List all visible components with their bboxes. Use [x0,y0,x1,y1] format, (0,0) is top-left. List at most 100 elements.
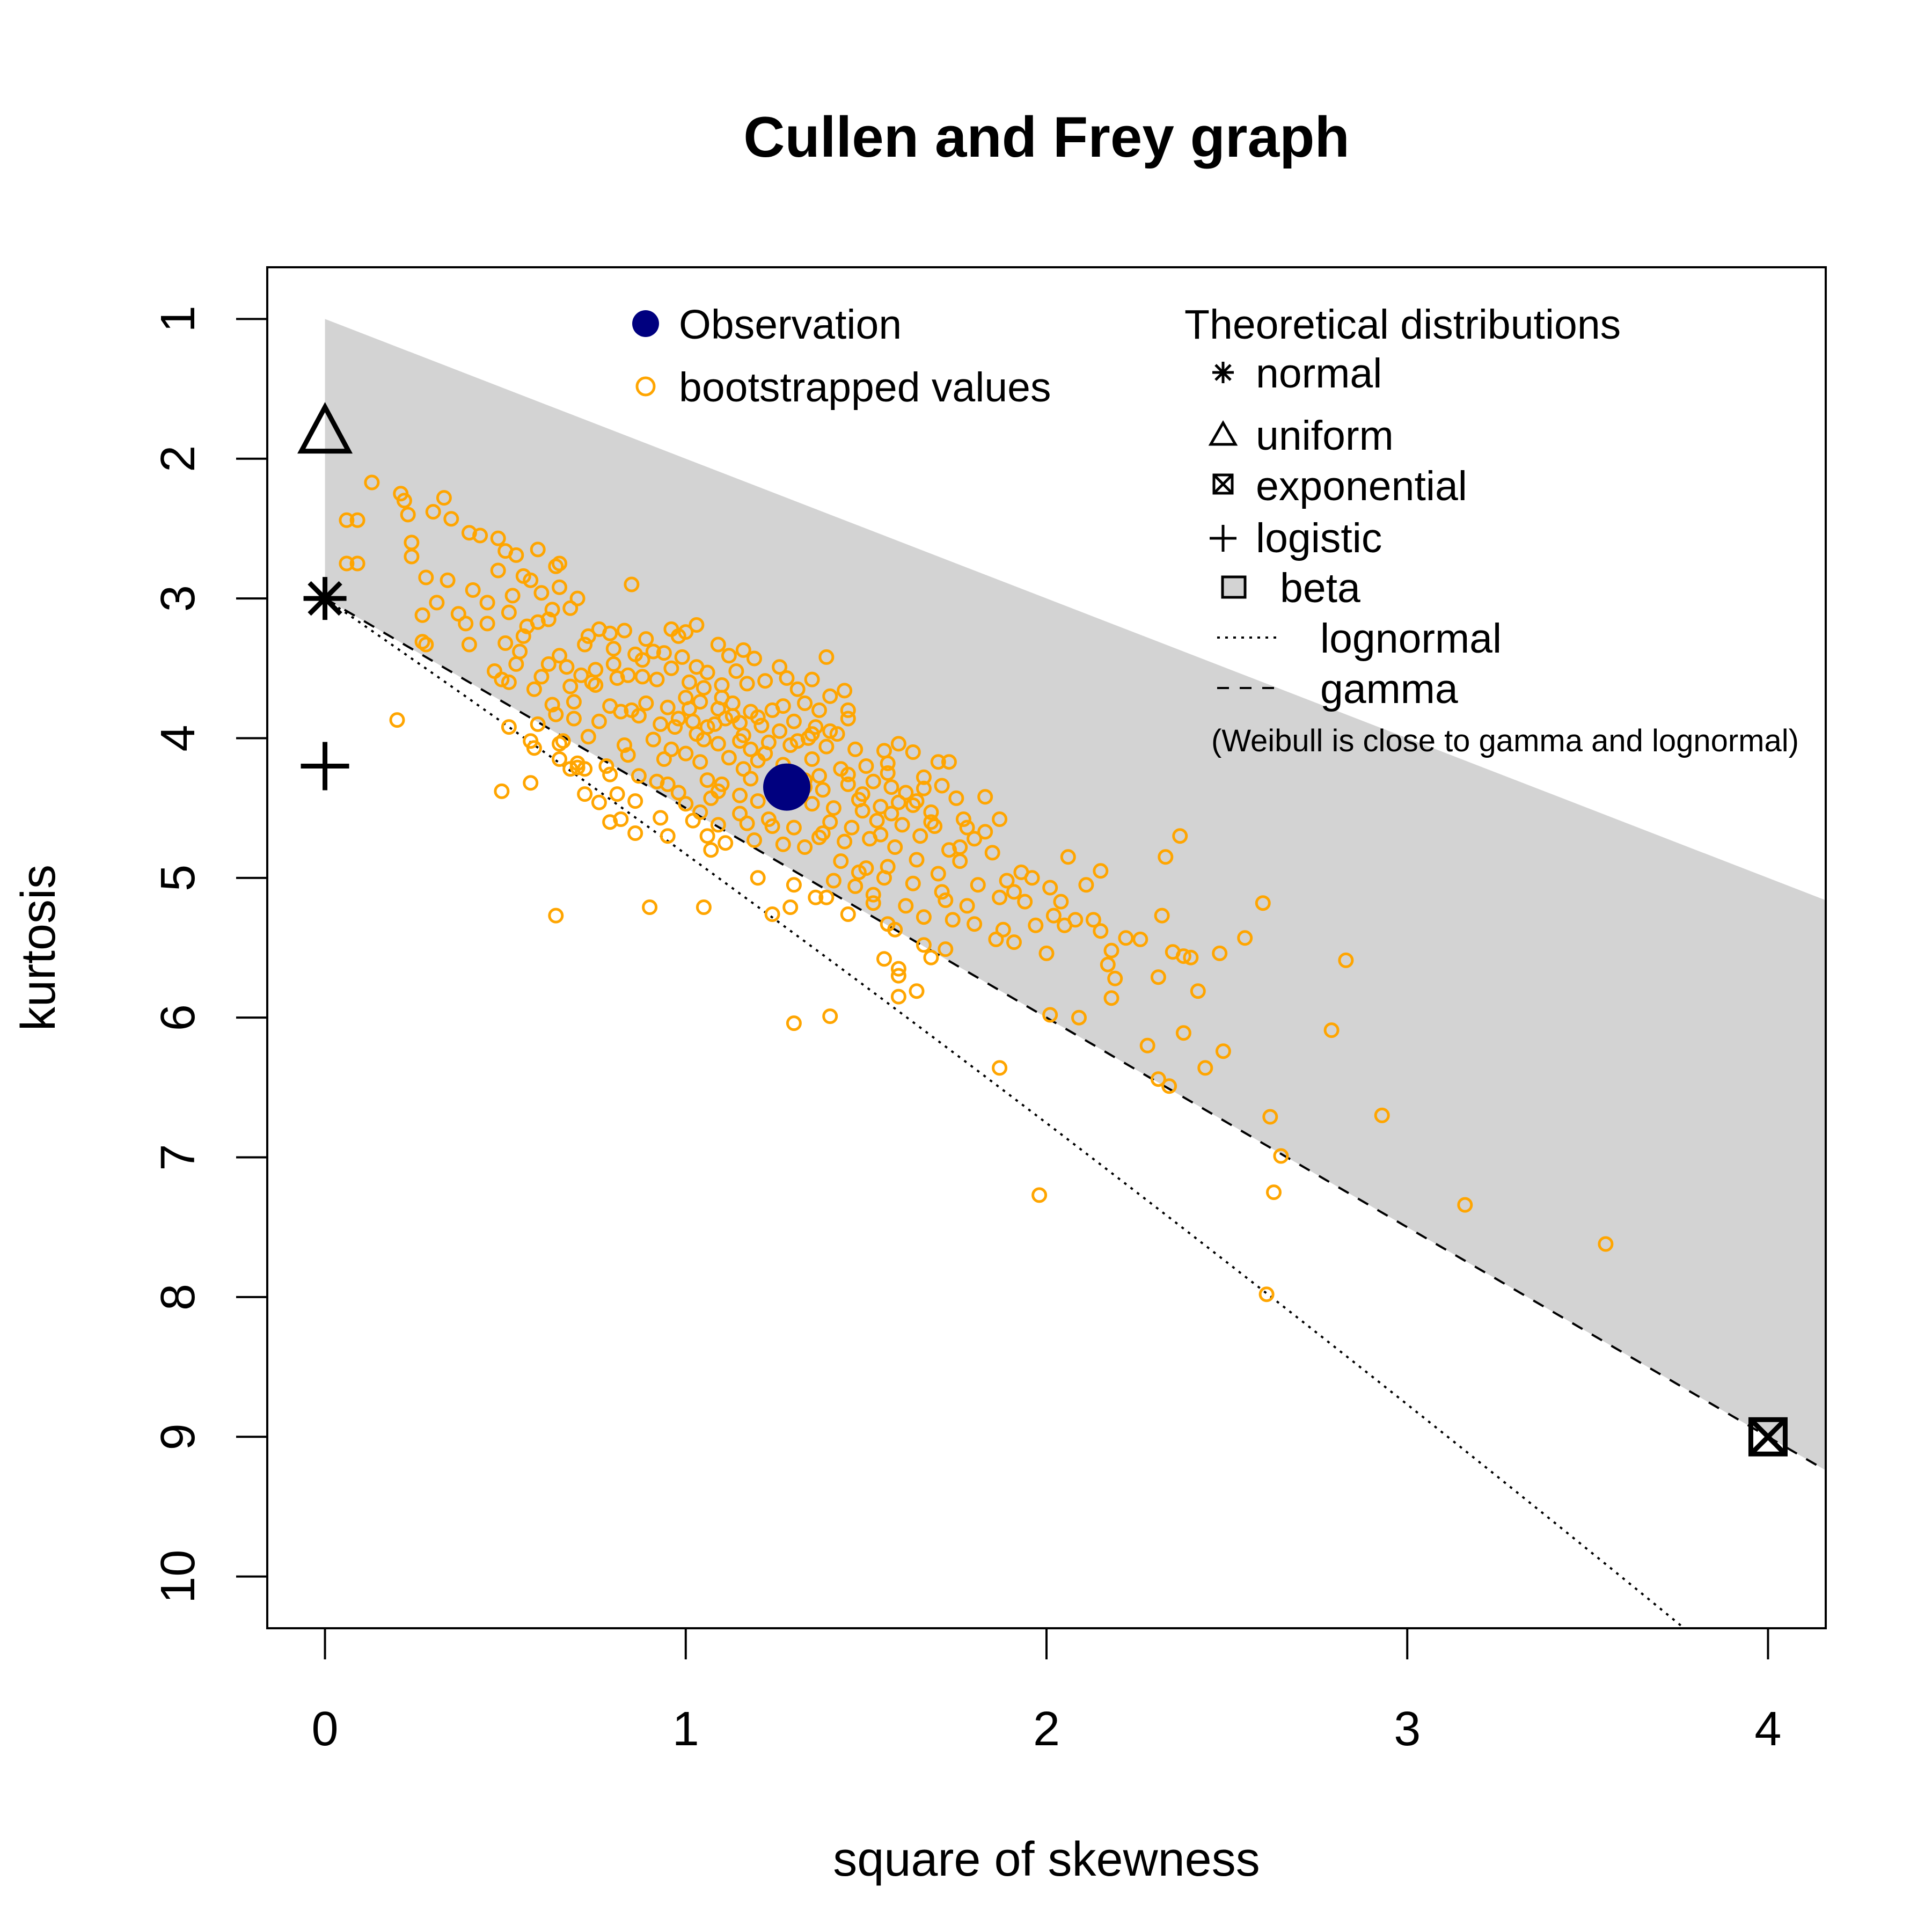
legend-lognormal-label: lognormal [1320,616,1502,662]
bootstrap-point [577,636,593,653]
bootstrap-point [1273,1148,1289,1164]
bootstrap-point [772,723,788,739]
bootstrap-point [948,790,964,806]
bootstrap-point [967,916,983,932]
bootstrap-point [580,628,596,644]
bootstrap-point [764,818,780,834]
bootstrap-point [952,839,968,855]
bootstrap-point [566,711,582,727]
bootstrap-point [573,667,589,683]
legend-uniform-label: uniform [1256,413,1394,459]
bootstrap-point [818,649,835,665]
triangle-icon [1208,420,1238,446]
bootstrap-point [811,829,827,845]
bootstrap-point [1255,895,1271,911]
bootstrap-point [905,875,921,891]
bootstrap-point [692,694,708,710]
legend-observation-label: Observation [679,302,902,348]
gamma-line [324,597,1826,1472]
bootstrap-point [591,713,607,729]
bootstrap-point [710,783,726,799]
bootstrap-point [678,796,694,812]
bootstrap-point [559,659,575,675]
bootstrap-point [682,674,697,690]
bootstrap-point [627,825,643,841]
bootstrap-point [490,530,506,546]
bootstrap-point [890,794,906,810]
bootstrap-point [764,702,780,718]
bootstrap-point [1060,849,1076,865]
bootstrap-point [1057,917,1073,933]
bootstrap-point [938,892,954,908]
beta-swatch-icon [1221,575,1247,599]
legend-beta-label: beta [1280,565,1360,611]
plot-area [297,319,1826,1628]
bootstrap-point [1006,884,1022,900]
bootstrap-point [890,961,906,977]
bootstrap-point [890,968,906,984]
bootstrap-point [1323,1022,1340,1038]
bootstrap-point [461,636,477,653]
bootstrap-points [339,474,1614,1302]
bootstrap-point [732,733,748,749]
x-tick-label: 1 [672,1702,699,1756]
bootstrap-point [930,866,946,882]
bootstrap-point [721,750,737,766]
bootstrap-point [577,786,593,802]
bootstrap-point [873,826,889,843]
bootstrap-point [757,673,773,689]
bootstrap-point [967,831,983,847]
bootstrap-point [829,726,845,742]
bootstrap-point [750,709,766,725]
y-tick-label: 4 [151,724,205,751]
bootstrap-point [916,937,932,953]
bootstrap-point [804,671,820,687]
bootstrap-point [714,690,730,706]
bootstrap-point [1132,931,1148,947]
bootstrap-point [999,873,1015,889]
bootstrap-point [425,504,441,520]
bootstrap-point [710,636,726,653]
bootstrap-point [1183,949,1199,965]
legend-theoretical: Theoretical distributions normal uniform… [1184,302,1799,758]
exponential-marker [1748,1417,1788,1457]
bootstrap-point [670,711,686,727]
y-tick-label: 2 [151,445,205,472]
bootstrap-point [591,794,607,810]
bootstrap-point [1175,948,1191,964]
y-axis: 1 2 3 4 5 6 7 8 9 10 [151,305,268,1604]
bootstrap-point [822,1008,838,1024]
bootstrap-point [613,811,629,827]
bootstrap-point [609,786,625,802]
bootstrap-point [992,811,1008,827]
bootstrap-point [959,898,975,914]
bootstrap-point [617,737,632,753]
bootstrap-point [414,607,430,623]
bootstrap-point [854,803,870,819]
bootstrap-point [1017,894,1033,910]
bootstrap-point [638,631,654,647]
bootstrap-point [970,877,986,893]
bootstrap-point [523,775,539,791]
bootstrap-point [548,706,564,722]
bootstrap-point [984,845,1000,861]
bootstrap-point [887,921,903,938]
bootstrap-point [786,1015,802,1031]
bootstrap-point [905,797,921,813]
bootstrap-point [840,711,856,727]
bootstrap-point [750,793,766,809]
bootstrap-point [609,670,625,686]
bootstrap-point [540,656,557,672]
bootstrap-point [562,761,579,777]
bootstrap-point [508,547,524,563]
bootstrap-point [707,716,723,732]
bootstrap-point [811,702,827,718]
legend-gamma-label: gamma [1320,666,1458,712]
bootstrap-point [876,951,892,967]
bootstrap-point [660,699,676,715]
legend-bootstrap-marker [635,376,656,397]
bootstrap-point [530,541,546,558]
bootstrap-point [743,771,759,787]
bootstrap-point [909,983,925,999]
bootstrap-point [844,819,860,836]
